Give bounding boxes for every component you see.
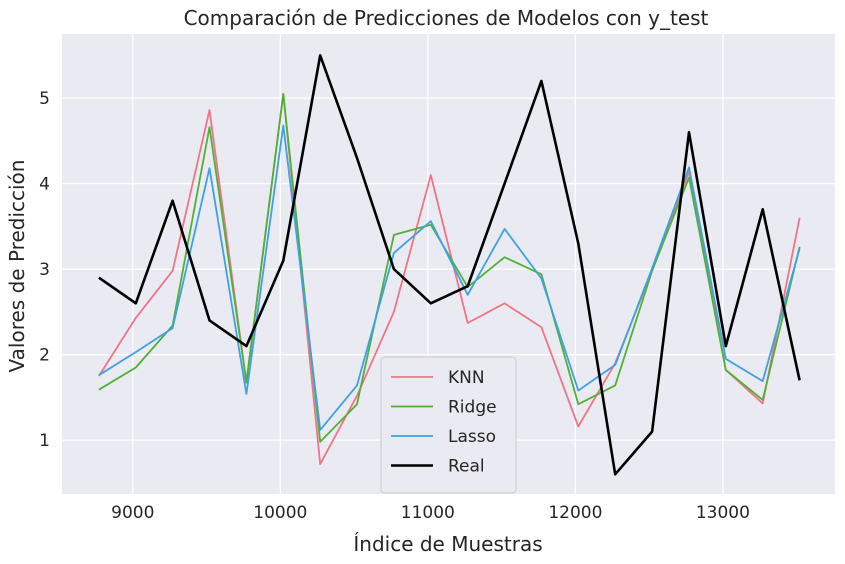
x-tick-label: 13000 <box>696 503 750 523</box>
y-tick-label: 3 <box>39 260 50 280</box>
series-line-real <box>98 54 801 476</box>
legend-label-ridge: Ridge <box>448 398 497 418</box>
y-axis-label: Valores de Predicción <box>5 160 29 373</box>
chart-title: Comparación de Predicciones de Modelos c… <box>184 6 709 30</box>
series-line-ridge <box>98 93 801 443</box>
tick-labels: 9000 10000 11000 12000 13000 1 2 3 4 5 <box>39 89 750 523</box>
legend-label-real: Real <box>448 457 485 477</box>
legend-label-lasso: Lasso <box>448 427 496 447</box>
x-tick-label: 9000 <box>111 503 154 523</box>
x-tick-label: 12000 <box>548 503 602 523</box>
series-lines <box>98 54 801 476</box>
y-tick-label: 1 <box>39 431 50 451</box>
x-axis-label: Índice de Muestras <box>353 532 542 556</box>
legend-box <box>380 356 517 494</box>
x-tick-label: 11000 <box>401 503 455 523</box>
y-tick-label: 4 <box>39 175 50 195</box>
legend-label-knn: KNN <box>448 368 485 388</box>
y-tick-label: 5 <box>39 89 50 109</box>
legend: KNN Ridge Lasso Real <box>380 356 517 494</box>
x-tick-label: 10000 <box>253 503 307 523</box>
y-tick-label: 2 <box>39 346 50 366</box>
